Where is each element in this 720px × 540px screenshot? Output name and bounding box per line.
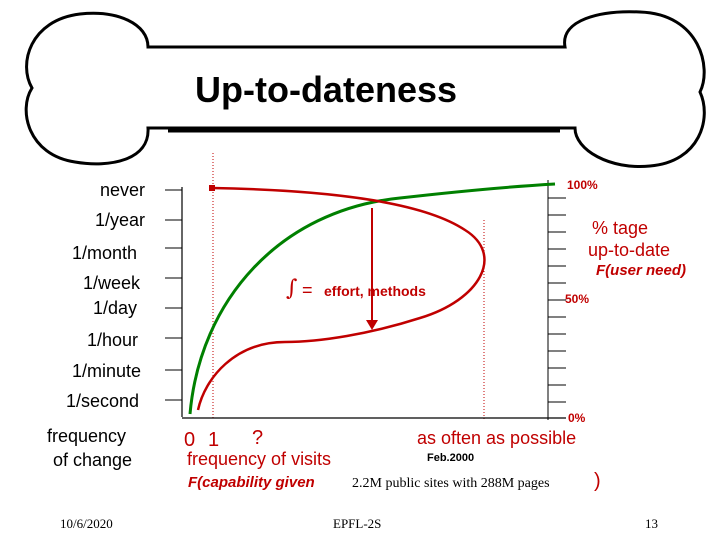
y-label-never: never bbox=[100, 180, 146, 200]
y-label-month: 1/month bbox=[72, 243, 138, 263]
right-axis-title-line3: F(user need) bbox=[596, 262, 687, 279]
footer-date: 10/6/2020 bbox=[60, 516, 113, 531]
x-axis-title: frequency of visits bbox=[187, 449, 332, 469]
y-label-minute: 1/minute bbox=[72, 361, 142, 381]
right-axis-title-line1: % tage bbox=[592, 218, 649, 238]
red-curve-start-marker bbox=[209, 185, 215, 191]
y-label-second: 1/second bbox=[66, 391, 140, 411]
x-tick-0: 0 bbox=[184, 429, 196, 451]
x-axis-subtitle: F(capability given bbox=[188, 474, 315, 491]
date-note: Feb.2000 bbox=[427, 452, 475, 464]
footer-page-number: 13 bbox=[645, 516, 658, 531]
integral-symbol: ∫ bbox=[286, 276, 298, 301]
y-label-week: 1/week bbox=[83, 273, 141, 293]
y-axis-title-line1: frequency bbox=[47, 426, 127, 446]
right-axis-title-line2: up-to-date bbox=[588, 240, 671, 260]
footer-center: EPFL-2S bbox=[333, 516, 382, 531]
integral-text: effort, methods bbox=[324, 283, 426, 299]
y-label-hour: 1/hour bbox=[87, 330, 139, 350]
left-axis-ticks bbox=[165, 189, 182, 401]
x-axis-note: 2.2M public sites with 288M pages bbox=[352, 476, 550, 491]
right-label-0: 0% bbox=[568, 411, 586, 425]
green-curve bbox=[188, 182, 556, 415]
x-axis-right-label: as often as possible bbox=[417, 428, 577, 448]
title-frame bbox=[24, 10, 706, 169]
right-label-50: 50% bbox=[565, 292, 590, 306]
page-title: Up-to-dateness bbox=[195, 69, 458, 110]
right-axis-ticks bbox=[548, 197, 566, 403]
x-axis-close-paren: ) bbox=[594, 470, 601, 492]
right-label-100: 100% bbox=[567, 178, 598, 192]
y-label-day: 1/day bbox=[93, 298, 138, 318]
x-tick-question: ? bbox=[252, 427, 264, 449]
x-tick-1: 1 bbox=[208, 429, 220, 451]
integral-equals: = bbox=[302, 280, 313, 300]
y-axis-title-line2: of change bbox=[53, 450, 133, 470]
red-curve bbox=[196, 186, 486, 411]
y-label-year: 1/year bbox=[95, 210, 146, 230]
effort-arrow-head bbox=[366, 320, 378, 330]
